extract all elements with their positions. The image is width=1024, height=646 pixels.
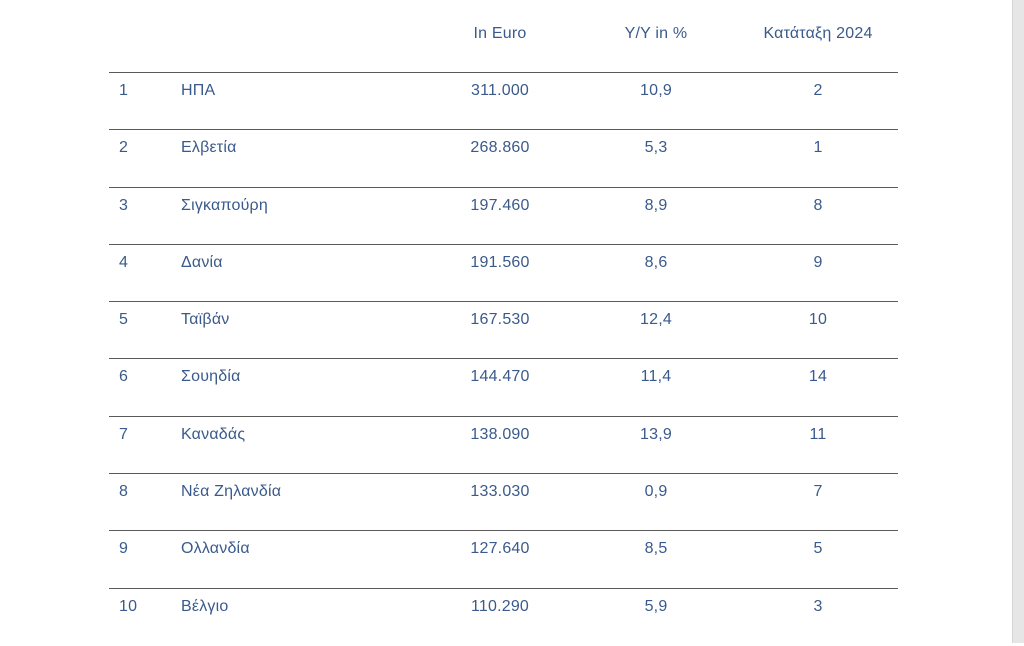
row-rank-2024: 3: [813, 597, 823, 615]
row-rank: 1: [119, 82, 129, 99]
row-euro: 167.530: [470, 311, 530, 329]
row-rank: 7: [119, 425, 129, 443]
row-rank-2024: 5: [813, 540, 823, 558]
row-country: Δανία: [181, 253, 223, 271]
row-euro: 138.090: [470, 425, 530, 443]
row-yy: 10,9: [640, 82, 672, 99]
row-country: Ελβετία: [181, 139, 237, 157]
table-row: 8 Νέα Ζηλανδία 133.030 0,9 7: [109, 474, 898, 532]
row-rank: 2: [119, 139, 129, 157]
row-euro: 144.470: [470, 368, 530, 386]
row-country: Σουηδία: [181, 368, 241, 386]
row-country: ΗΠΑ: [181, 82, 216, 99]
row-rank: 4: [119, 253, 129, 271]
row-country: Ολλανδία: [181, 540, 250, 558]
row-rank-2024: 11: [809, 425, 827, 443]
row-rank-2024: 10: [808, 311, 828, 329]
table-row: 2 Ελβετία 268.860 5,3 1: [109, 130, 898, 188]
row-rank-2024: 9: [813, 253, 823, 271]
row-rank: 9: [119, 540, 129, 558]
row-euro: 110.290: [470, 597, 530, 615]
header-yy-percent: Y/Y in %: [624, 25, 688, 42]
row-rank-2024: 7: [813, 483, 823, 501]
row-euro: 197.460: [470, 196, 530, 214]
row-yy: 8,6: [644, 253, 668, 271]
table-row: 9 Ολλανδία 127.640 8,5 5: [109, 531, 898, 589]
row-rank: 5: [119, 311, 129, 329]
row-euro: 311.000: [470, 82, 530, 99]
row-country: Καναδάς: [181, 425, 246, 443]
row-country: Ταϊβάν: [181, 311, 230, 329]
table-row: 1 ΗΠΑ 311.000 10,9 2: [109, 73, 898, 131]
row-rank: 10: [119, 597, 138, 615]
row-yy: 8,9: [644, 196, 668, 214]
row-yy: 13,9: [640, 425, 672, 443]
header-rank-2024: Κατάταξη 2024: [763, 25, 873, 42]
row-country: Βέλγιο: [181, 597, 229, 615]
row-yy: 0,9: [644, 483, 668, 501]
row-rank-2024: 1: [813, 139, 823, 157]
row-yy: 8,5: [644, 540, 668, 558]
row-rank: 6: [119, 368, 129, 386]
row-euro: 191.560: [470, 253, 530, 271]
header-in-euro: In Euro: [473, 25, 527, 42]
row-country: Σιγκαπούρη: [181, 196, 268, 214]
table-header-row: In Euro Y/Y in % Κατάταξη 2024: [109, 0, 898, 73]
ranking-table: In Euro Y/Y in % Κατάταξη 2024 1 ΗΠΑ 311…: [109, 0, 898, 646]
row-country: Νέα Ζηλανδία: [181, 483, 282, 501]
table-row: 6 Σουηδία 144.470 11,4 14: [109, 359, 898, 417]
row-euro: 127.640: [470, 540, 530, 558]
table-row: 3 Σιγκαπούρη 197.460 8,9 8: [109, 188, 898, 245]
table-row: 5 Ταϊβάν 167.530 12,4 10: [109, 302, 898, 360]
row-yy: 12,4: [640, 311, 672, 329]
table-row: 7 Καναδάς 138.090 13,9 11: [109, 417, 898, 475]
table-row: 4 Δανία 191.560 8,6 9: [109, 245, 898, 303]
row-rank: 3: [119, 196, 129, 214]
row-rank-2024: 2: [813, 82, 823, 99]
window-edge: [1012, 0, 1024, 643]
row-rank-2024: 14: [808, 368, 828, 386]
row-yy: 11,4: [640, 368, 672, 386]
row-rank-2024: 8: [813, 196, 823, 214]
table-row: 10 Βέλγιο 110.290 5,9 3: [109, 589, 898, 646]
row-yy: 5,3: [644, 139, 668, 157]
row-rank: 8: [119, 483, 129, 501]
row-euro: 133.030: [470, 483, 530, 501]
row-yy: 5,9: [644, 597, 668, 615]
row-euro: 268.860: [470, 139, 530, 157]
